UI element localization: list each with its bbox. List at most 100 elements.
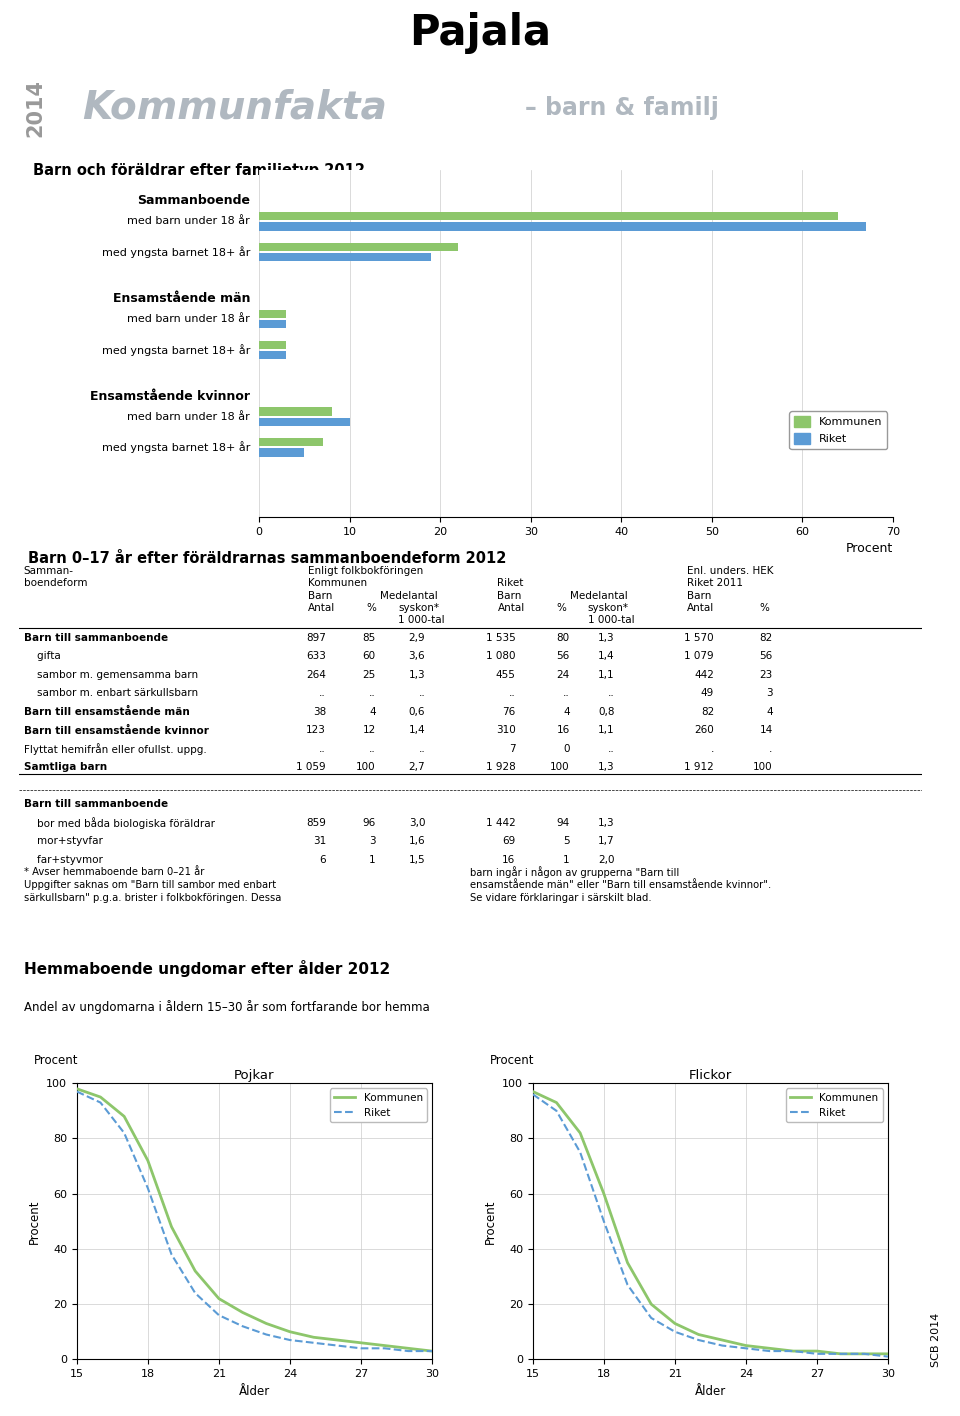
Text: 2,7: 2,7 [409, 762, 425, 773]
Text: mor+styvfar: mor+styvfar [24, 837, 103, 847]
Text: .: . [710, 743, 714, 753]
Text: %: % [367, 603, 376, 613]
Text: Barn 0–17 år efter föräldrarnas sammanboendeform 2012: Barn 0–17 år efter föräldrarnas sammanbo… [28, 551, 507, 566]
Text: sambor m. enbart särkullsbarn: sambor m. enbart särkullsbarn [24, 688, 198, 698]
Text: Andel av ungdomarna i åldern 15–30 år som fortfarande bor hemma: Andel av ungdomarna i åldern 15–30 år so… [24, 1000, 429, 1014]
Text: ..: .. [509, 688, 516, 698]
Legend: Kommunen, Riket: Kommunen, Riket [330, 1089, 427, 1121]
Text: med yngsta barnet 18+ år: med yngsta barnet 18+ år [102, 344, 251, 355]
Text: SCB 2014: SCB 2014 [931, 1313, 941, 1366]
Text: 96: 96 [362, 818, 375, 828]
Text: %: % [556, 603, 566, 613]
Text: Barn till ensamstående män: Barn till ensamstående män [24, 707, 189, 716]
Text: boendeform: boendeform [24, 579, 87, 589]
Text: 0,6: 0,6 [409, 707, 425, 716]
Text: Barn till sammanboende: Barn till sammanboende [24, 800, 168, 810]
Y-axis label: Procent: Procent [28, 1199, 40, 1243]
Bar [259, 212, 838, 221]
Text: gifta: gifta [24, 651, 60, 661]
Text: Flyttat hemifrån eller ofullst. uppg.: Flyttat hemifrån eller ofullst. uppg. [24, 743, 206, 755]
Text: 16: 16 [502, 855, 516, 865]
Text: Riket: Riket [497, 579, 524, 589]
Text: 442: 442 [694, 670, 714, 680]
Text: – barn & familj: – barn & familj [524, 96, 718, 119]
Text: 82: 82 [759, 633, 773, 643]
Text: 1 059: 1 059 [297, 762, 326, 773]
Text: sambor m. gemensamma barn: sambor m. gemensamma barn [24, 670, 198, 680]
Text: Barn till sammanboende: Barn till sammanboende [24, 633, 168, 643]
Text: Barn: Barn [308, 590, 332, 600]
Text: 23: 23 [759, 670, 773, 680]
Text: syskon*: syskon* [588, 603, 629, 613]
Text: 1: 1 [369, 855, 375, 865]
Text: 5: 5 [563, 837, 569, 847]
Text: Samman-: Samman- [24, 566, 74, 576]
Text: 56: 56 [557, 651, 569, 661]
Bar [259, 310, 286, 319]
Text: 3: 3 [766, 688, 773, 698]
Text: med barn under 18 år: med barn under 18 år [128, 217, 251, 227]
Text: Hemmaboende ungdomar efter ålder 2012: Hemmaboende ungdomar efter ålder 2012 [24, 960, 390, 977]
Legend: Kommunen, Riket: Kommunen, Riket [786, 1089, 883, 1121]
Bar [259, 418, 349, 426]
Text: 49: 49 [701, 688, 714, 698]
Text: ..: .. [608, 743, 614, 753]
Text: 1 000-tal: 1 000-tal [398, 615, 444, 624]
Bar [259, 320, 286, 329]
Text: ..: .. [563, 688, 569, 698]
Text: 1 928: 1 928 [486, 762, 516, 773]
Text: ..: .. [369, 688, 375, 698]
Text: bor med båda biologiska föräldrar: bor med båda biologiska föräldrar [24, 817, 215, 828]
Text: 123: 123 [306, 725, 326, 735]
Text: * Avser hemmaboende barn 0–21 år: * Avser hemmaboende barn 0–21 år [24, 867, 204, 877]
Text: Kommunen: Kommunen [308, 579, 367, 589]
Text: Enl. unders. HEK: Enl. unders. HEK [687, 566, 774, 576]
Text: Medelantal: Medelantal [380, 590, 438, 600]
Text: med yngsta barnet 18+ år: med yngsta barnet 18+ år [102, 246, 251, 258]
Bar [259, 253, 431, 262]
Text: med barn under 18 år: med barn under 18 år [128, 314, 251, 324]
Text: 1 442: 1 442 [486, 818, 516, 828]
Text: ensamstående män" eller "Barn till ensamstående kvinnor".: ensamstående män" eller "Barn till ensam… [470, 879, 772, 891]
Text: Procent: Procent [491, 1054, 535, 1066]
Text: ..: .. [419, 688, 425, 698]
Text: 76: 76 [502, 707, 516, 716]
Text: 633: 633 [306, 651, 326, 661]
Text: 6: 6 [320, 855, 326, 865]
Text: Antal: Antal [687, 603, 714, 613]
Text: 1,3: 1,3 [598, 633, 614, 643]
Text: Pajala: Pajala [409, 11, 551, 54]
Text: 1,7: 1,7 [598, 837, 614, 847]
Text: 100: 100 [753, 762, 773, 773]
Text: ..: .. [369, 743, 375, 753]
Text: 1: 1 [563, 855, 569, 865]
Text: 455: 455 [495, 670, 516, 680]
Bar [259, 351, 286, 360]
Text: 0: 0 [564, 743, 569, 753]
Text: 1,4: 1,4 [598, 651, 614, 661]
Text: Ensamstående män: Ensamstående män [112, 292, 251, 304]
Text: 100: 100 [356, 762, 375, 773]
Text: Antal: Antal [308, 603, 335, 613]
Text: Kommunfakta: Kommunfakta [83, 89, 387, 126]
Text: ..: .. [320, 688, 326, 698]
Text: med barn under 18 år: med barn under 18 år [128, 412, 251, 422]
Text: 7: 7 [509, 743, 516, 753]
Text: 60: 60 [363, 651, 375, 661]
Text: syskon*: syskon* [398, 603, 440, 613]
Text: 859: 859 [306, 818, 326, 828]
Text: 24: 24 [557, 670, 569, 680]
Title: Pojkar: Pojkar [234, 1069, 275, 1082]
Text: Enligt folkbokföringen: Enligt folkbokföringen [308, 566, 423, 576]
Text: %: % [759, 603, 769, 613]
Text: Riket 2011: Riket 2011 [687, 579, 743, 589]
Bar [259, 341, 286, 348]
Text: 1 912: 1 912 [684, 762, 714, 773]
Text: 82: 82 [701, 707, 714, 716]
Text: far+styvmor: far+styvmor [24, 855, 103, 865]
Text: 0,8: 0,8 [598, 707, 614, 716]
Text: Uppgifter saknas om "Barn till sambor med enbart: Uppgifter saknas om "Barn till sambor me… [24, 879, 276, 891]
Y-axis label: Procent: Procent [484, 1199, 496, 1243]
Text: Barn: Barn [687, 590, 711, 600]
Text: 1,1: 1,1 [598, 670, 614, 680]
